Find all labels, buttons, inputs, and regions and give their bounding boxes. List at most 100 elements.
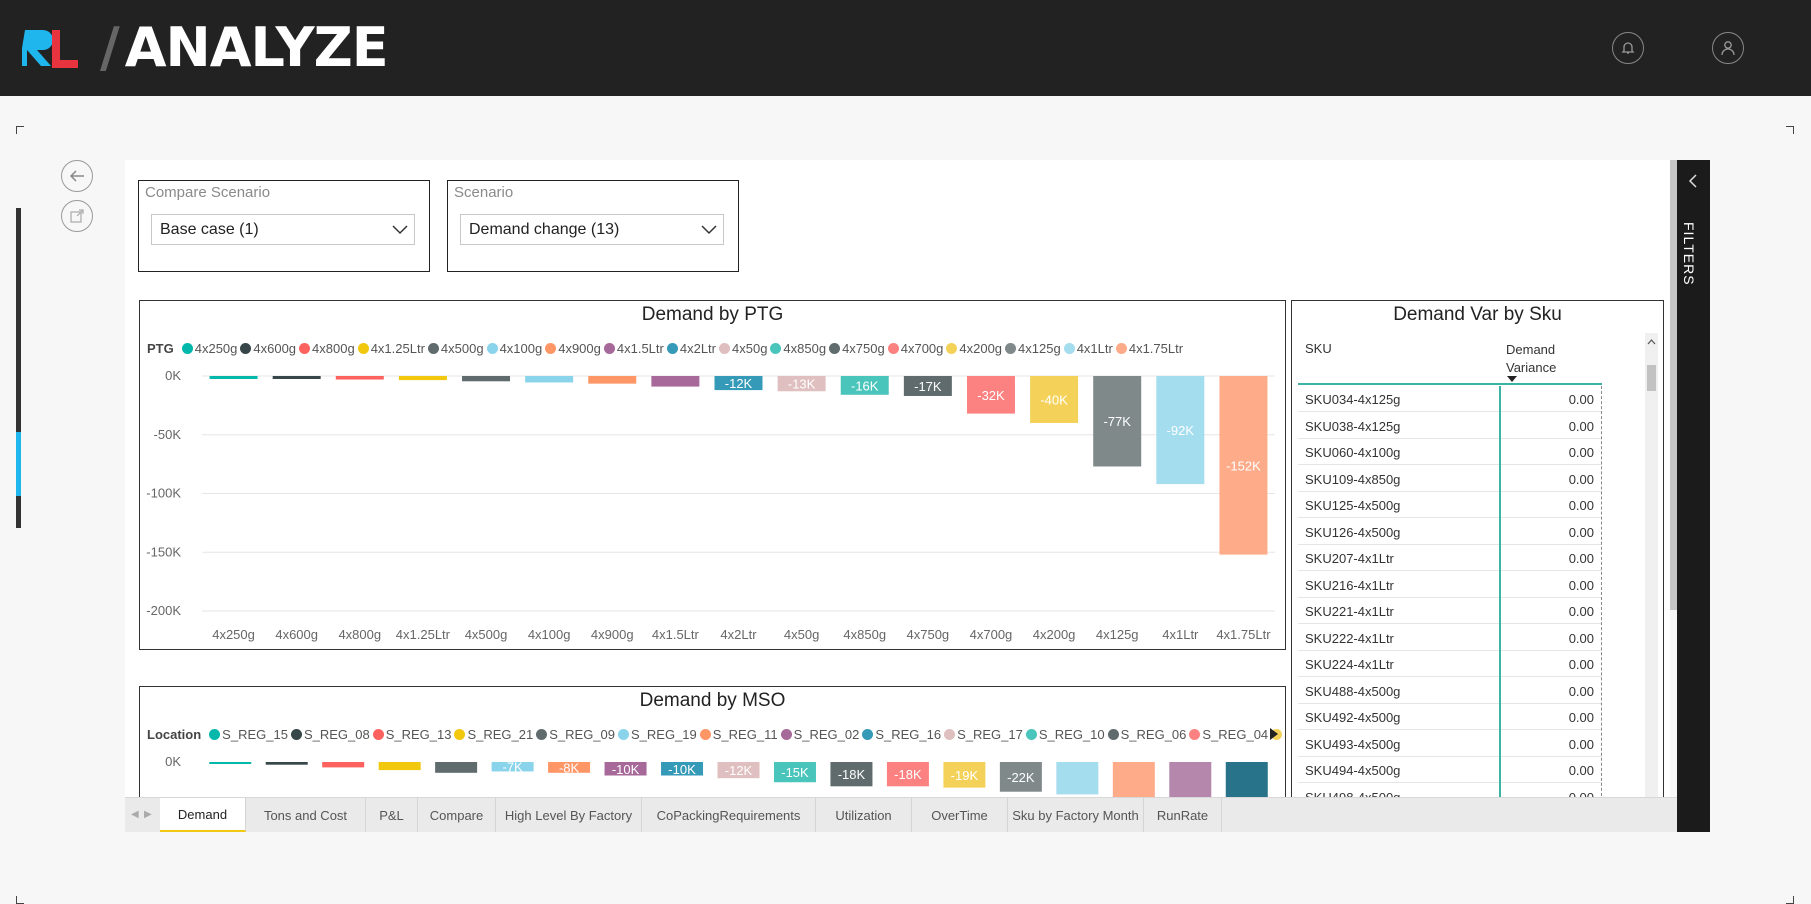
legend-item[interactable]: 4x850g <box>770 341 826 356</box>
legend-item[interactable]: S_REG_16 <box>862 727 941 742</box>
bar[interactable] <box>322 762 365 768</box>
legend-item[interactable]: 4x200g <box>946 341 1002 356</box>
bar[interactable] <box>209 762 252 764</box>
bar[interactable] <box>265 762 308 765</box>
bar[interactable] <box>462 376 511 382</box>
bar[interactable] <box>651 376 700 387</box>
tab-copackingrequirements[interactable]: CoPackingRequirements <box>642 798 816 832</box>
bar[interactable] <box>548 762 591 773</box>
chevron-left-icon[interactable] <box>1688 174 1698 188</box>
bar[interactable] <box>525 376 574 383</box>
legend-item[interactable]: 4x100g <box>486 341 542 356</box>
bar[interactable] <box>335 376 384 380</box>
tab-tons-and-cost[interactable]: Tons and Cost <box>246 798 366 832</box>
legend-item[interactable]: S_REG_02 <box>780 727 859 742</box>
legend-item[interactable]: S_REG_06 <box>1107 727 1186 742</box>
bar[interactable] <box>773 762 816 783</box>
tab-runrate[interactable]: RunRate <box>1144 798 1222 832</box>
bar[interactable] <box>903 376 952 396</box>
filters-pane[interactable]: FILTERS <box>1677 160 1710 832</box>
bar[interactable] <box>1112 762 1155 797</box>
table-row[interactable]: SKU222-4x1Ltr 0.00 <box>1298 625 1602 651</box>
table-row[interactable]: SKU207-4x1Ltr 0.00 <box>1298 545 1602 571</box>
legend-item[interactable]: 4x1.25Ltr <box>357 341 425 356</box>
tab-sku-by-factory-month[interactable]: Sku by Factory Month <box>1008 798 1144 832</box>
tab-overtime[interactable]: OverTime <box>912 798 1008 832</box>
bar[interactable] <box>1219 376 1268 555</box>
legend-item[interactable]: S_REG_19 <box>618 727 697 742</box>
bar[interactable] <box>1225 762 1268 798</box>
table-scrollbar[interactable] <box>1645 333 1658 798</box>
table-row[interactable]: SKU060-4x100g 0.00 <box>1298 439 1602 465</box>
legend-item[interactable]: 4x800g <box>299 341 355 356</box>
bar[interactable] <box>999 762 1042 792</box>
legend-item[interactable]: 4x50g <box>719 341 767 356</box>
table-row[interactable]: SKU492-4x500g 0.00 <box>1298 704 1602 730</box>
bar[interactable] <box>714 376 763 391</box>
scroll-up-icon[interactable] <box>1647 339 1656 345</box>
legend-item[interactable]: S_REG_10 <box>1025 727 1105 742</box>
bar[interactable] <box>209 376 258 379</box>
table-row[interactable]: SKU038-4x125g 0.00 <box>1298 413 1602 439</box>
compare-scenario-dropdown[interactable]: Base case (1) <box>151 214 415 245</box>
legend-item[interactable]: 4x1Ltr <box>1063 341 1113 356</box>
bar[interactable] <box>840 376 889 395</box>
table-row[interactable]: SKU126-4x500g 0.00 <box>1298 519 1602 545</box>
popout-icon[interactable] <box>61 200 93 232</box>
user-icon[interactable] <box>1712 32 1744 64</box>
sort-desc-icon[interactable] <box>1507 376 1517 382</box>
legend-item[interactable]: 4x500g <box>427 341 484 356</box>
bar[interactable] <box>886 762 929 787</box>
tab-scroll-left-icon[interactable]: ◀ <box>131 809 139 820</box>
legend-item[interactable]: 4x2Ltr <box>666 341 716 356</box>
back-arrow-icon[interactable] <box>61 160 93 192</box>
table-row[interactable]: SKU493-4x500g 0.00 <box>1298 731 1602 757</box>
bar[interactable] <box>491 762 534 772</box>
col-header-sku[interactable]: SKU <box>1305 341 1332 356</box>
bar[interactable] <box>435 762 478 773</box>
bar[interactable] <box>1169 762 1212 798</box>
bar[interactable] <box>588 376 637 384</box>
tab-p-l[interactable]: P&L <box>366 798 418 832</box>
legend-item[interactable]: S_REG_09 <box>536 727 615 742</box>
scenario-dropdown[interactable]: Demand change (13) <box>460 214 724 245</box>
tab-scroll-right-icon[interactable]: ▶ <box>144 809 152 820</box>
legend-item[interactable]: 4x600g <box>240 341 296 356</box>
table-row[interactable]: SKU034-4x125g 0.00 <box>1298 386 1602 412</box>
legend-item[interactable]: 4x750g <box>829 341 885 356</box>
tab-demand[interactable]: Demand <box>160 798 246 832</box>
legend-item[interactable]: 4x125g <box>1005 341 1061 356</box>
table-row[interactable]: SKU498-4x500g 0.00 <box>1298 784 1602 799</box>
bar[interactable] <box>717 762 760 779</box>
table-row[interactable]: SKU109-4x850g 0.00 <box>1298 466 1602 492</box>
col-header-demand-variance[interactable]: Demand Variance <box>1506 342 1557 375</box>
tab-high-level-by-factory[interactable]: High Level By Factory <box>496 798 642 832</box>
bar[interactable] <box>378 762 421 771</box>
table-row[interactable]: SKU216-4x1Ltr 0.00 <box>1298 572 1602 598</box>
legend-item[interactable]: S_REG_13 <box>372 727 451 742</box>
bar[interactable] <box>661 762 704 776</box>
bar[interactable] <box>272 376 321 379</box>
table-row[interactable]: SKU488-4x500g 0.00 <box>1298 678 1602 704</box>
legend-item[interactable]: S_REG_08 <box>290 727 370 742</box>
bar[interactable] <box>604 762 647 776</box>
table-row[interactable]: SKU125-4x500g 0.00 <box>1298 492 1602 518</box>
tab-utilization[interactable]: Utilization <box>816 798 912 832</box>
legend-item[interactable]: S_REG_04 <box>1189 727 1268 742</box>
legend-item[interactable]: 4x250g <box>181 341 237 356</box>
bar[interactable] <box>777 376 826 392</box>
bar[interactable] <box>1056 762 1099 795</box>
bar[interactable] <box>1093 376 1142 467</box>
table-row[interactable]: SKU494-4x500g 0.00 <box>1298 757 1602 783</box>
bar[interactable] <box>966 376 1015 414</box>
bar[interactable] <box>830 762 873 787</box>
bar[interactable] <box>1156 376 1205 485</box>
legend-item[interactable]: S_REG_11 <box>699 727 778 742</box>
legend-item[interactable]: 4x1.75Ltr <box>1115 341 1183 356</box>
legend-item[interactable]: S_REG_17 <box>944 727 1023 742</box>
legend-item[interactable]: 4x900g <box>545 341 601 356</box>
bar[interactable] <box>943 762 986 788</box>
bell-icon[interactable] <box>1612 32 1644 64</box>
legend-next-icon[interactable] <box>1269 728 1279 740</box>
table-row[interactable]: SKU224-4x1Ltr 0.00 <box>1298 651 1602 677</box>
